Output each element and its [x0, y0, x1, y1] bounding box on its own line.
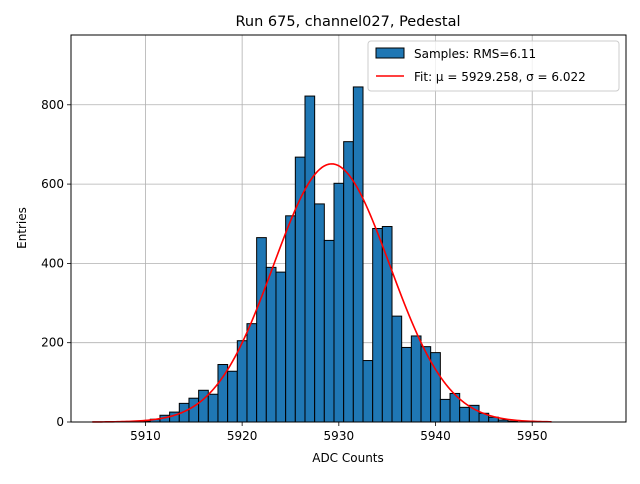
- histogram-bar: [381, 226, 393, 423]
- histogram-bar: [439, 398, 451, 423]
- histogram-bar: [459, 406, 470, 423]
- x-tick-label: 5920: [227, 429, 258, 443]
- x-axis-ticks: 5910 5920 5930 5940 5950: [130, 422, 547, 443]
- y-tick-label: 200: [41, 336, 64, 350]
- histogram-bar: [227, 370, 238, 423]
- y-tick-label: 400: [41, 256, 64, 270]
- histogram-bar: [304, 95, 316, 423]
- histogram-bar: [285, 215, 296, 423]
- histogram-bar: [362, 360, 374, 423]
- histogram-bar: [314, 203, 325, 423]
- histogram-bar: [294, 156, 306, 423]
- plot-frame: [70, 34, 627, 423]
- histogram-bar: [275, 271, 287, 423]
- histogram-bar: [323, 239, 335, 423]
- histogram-bar: [265, 266, 277, 423]
- x-tick-label: 5930: [324, 429, 355, 443]
- legend-box: [367, 40, 620, 92]
- histogram-bar: [401, 346, 412, 423]
- legend: Samples: RMS=6.11 Fit: μ = 5929.258, σ =…: [367, 40, 620, 92]
- legend-swatch-samples: [375, 47, 405, 59]
- legend-label-samples: Samples: RMS=6.11: [414, 47, 536, 61]
- histogram-bar: [391, 315, 403, 423]
- histogram-bar: [188, 397, 200, 423]
- histogram-bar: [343, 141, 354, 423]
- histogram-bar: [333, 182, 345, 423]
- y-axis-label: Entries: [15, 207, 29, 249]
- chart-title: Run 675, channel027, Pedestal: [235, 14, 460, 30]
- legend-label-fit: Fit: μ = 5929.258, σ = 6.022: [414, 70, 586, 84]
- x-tick-label: 5910: [130, 429, 161, 443]
- histogram-bar: [236, 340, 248, 423]
- x-tick-label: 5950: [517, 429, 548, 443]
- histogram-bar: [246, 323, 258, 423]
- histogram-bar: [256, 237, 267, 423]
- fit-curve: [92, 163, 552, 423]
- y-tick-label: 0: [56, 415, 64, 429]
- x-tick-label: 5940: [420, 429, 451, 443]
- histogram-bar: [372, 228, 383, 423]
- x-axis-label: ADC Counts: [312, 451, 384, 465]
- y-tick-label: 600: [41, 177, 64, 191]
- histogram-bar: [207, 393, 219, 423]
- histogram-bar: [352, 86, 364, 423]
- histogram-bar: [410, 335, 422, 423]
- y-tick-label: 800: [41, 98, 64, 112]
- y-axis-ticks: 0 200 400 600 800: [41, 98, 71, 429]
